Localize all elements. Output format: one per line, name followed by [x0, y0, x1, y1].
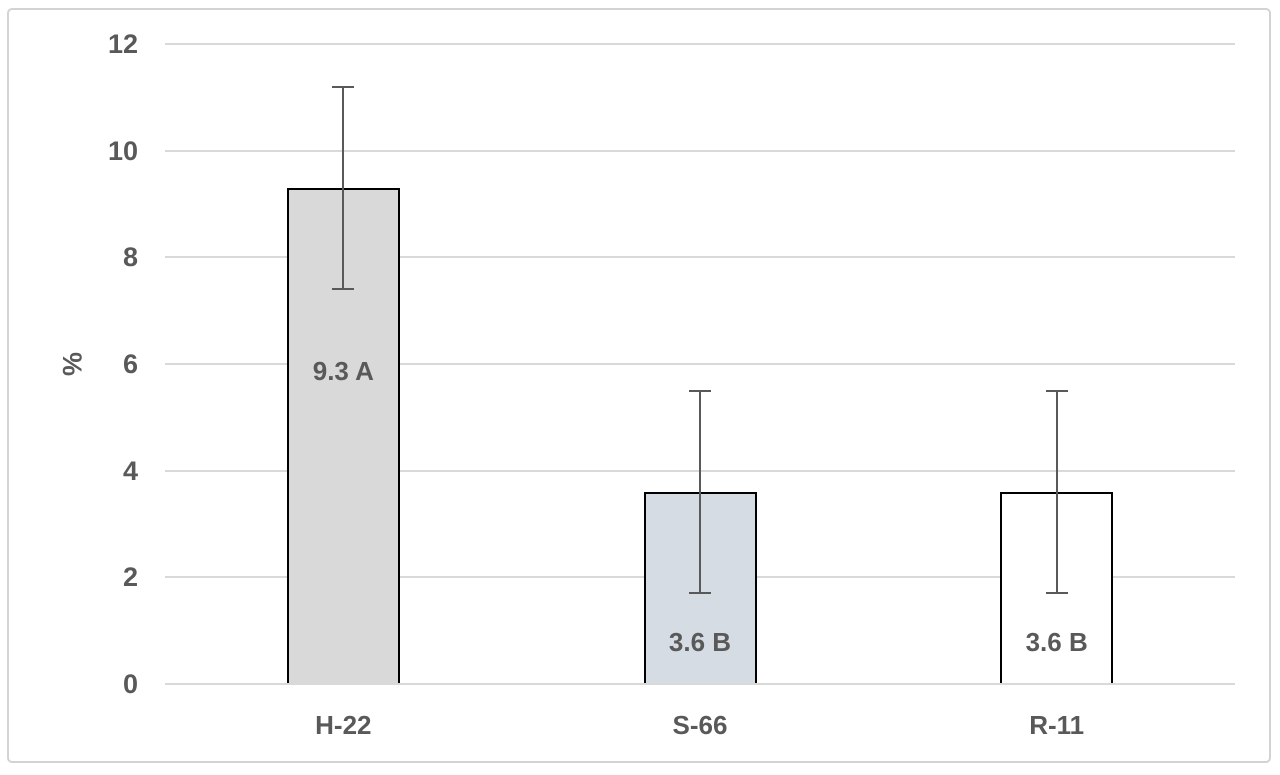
error-bar-cap-bottom	[1045, 592, 1068, 595]
error-bar-cap-top	[1045, 389, 1068, 392]
x-category-label: S-66	[672, 710, 728, 740]
y-tick-label: 2	[122, 562, 138, 593]
data-label: 3.6 B	[1025, 626, 1088, 657]
error-bar-cap-top	[332, 85, 355, 88]
x-category-label: H-22	[315, 710, 372, 740]
error-bar-cap-bottom	[689, 592, 711, 595]
data-label: 9.3 A	[312, 355, 374, 386]
y-tick-label: 10	[107, 135, 138, 166]
y-tick-label: 8	[122, 242, 138, 273]
error-bar-line	[699, 390, 701, 594]
x-axis-line	[165, 683, 1235, 685]
y-tick-label: 0	[122, 669, 138, 699]
gridline	[165, 43, 1235, 45]
error-bar-cap-bottom	[332, 288, 355, 291]
data-label: 3.6 B	[668, 626, 732, 657]
gridline	[165, 363, 1235, 365]
gridline	[165, 149, 1235, 152]
error-bar-line	[342, 86, 345, 290]
y-tick-label: 12	[107, 29, 138, 59]
y-tick-label: 4	[122, 455, 138, 486]
gridline	[165, 256, 1235, 259]
error-bar-line	[1055, 390, 1058, 594]
x-category-label: R-11	[1029, 710, 1085, 740]
error-bar-cap-top	[689, 389, 711, 392]
y-tick-label: 6	[122, 349, 138, 379]
